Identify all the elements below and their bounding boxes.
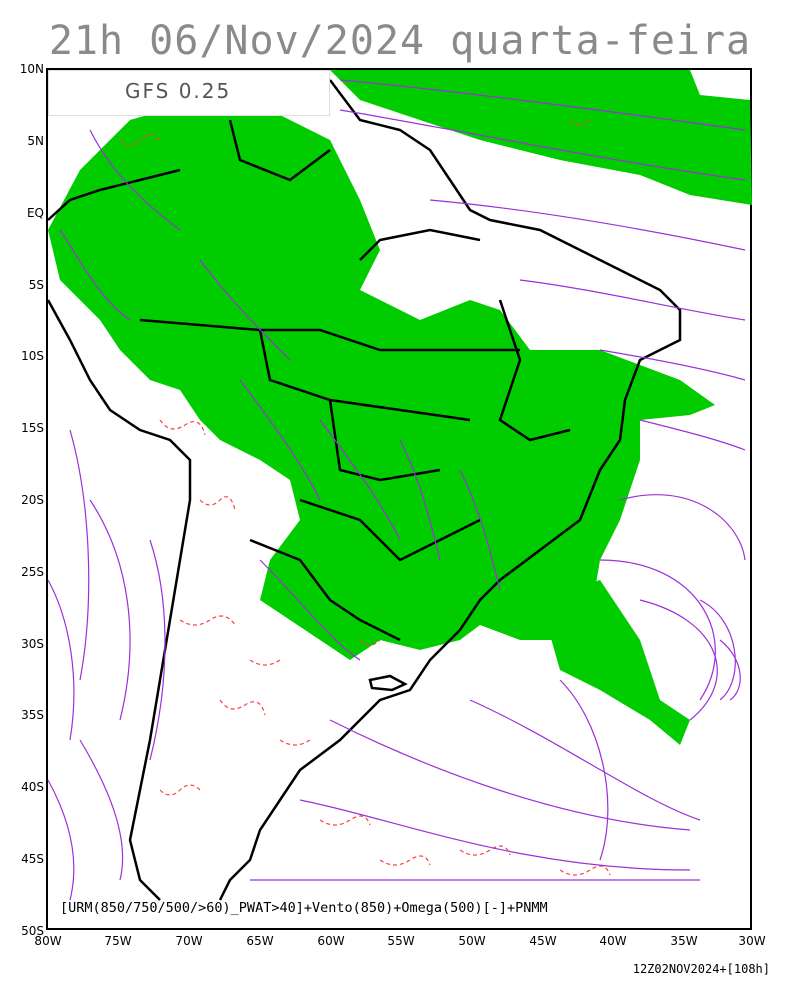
lat-label: 5S	[28, 278, 44, 292]
lat-label: 30S	[21, 637, 44, 651]
lon-label: 35W	[670, 934, 698, 948]
lat-label: 10S	[21, 349, 44, 363]
lat-label: 50S	[21, 924, 44, 938]
omega-contours	[119, 119, 611, 876]
model-label: GFS 0.25	[125, 79, 232, 103]
lon-label: 45W	[529, 934, 557, 948]
lat-label: 10N	[19, 62, 44, 76]
lon-label: 40W	[599, 934, 627, 948]
lat-label: 45S	[21, 852, 44, 866]
model-label-box	[48, 70, 330, 116]
lat-label: 35S	[21, 708, 44, 722]
lon-label: 75W	[104, 934, 132, 948]
lon-label: 55W	[387, 934, 415, 948]
lat-label: 5N	[27, 134, 44, 148]
lat-label: 15S	[21, 421, 44, 435]
lat-label: 25S	[21, 565, 44, 579]
humidity-fill-regions	[48, 70, 752, 745]
lon-label: 60W	[317, 934, 345, 948]
coastlines	[46, 79, 682, 901]
wind-streamlines	[47, 79, 746, 901]
run-info: 12Z02NOV2024+[108h]	[632, 962, 770, 976]
lat-label: EQ	[26, 206, 44, 220]
lon-label: 30W	[738, 934, 766, 948]
legend-text: [URM(850/750/500/>60)_PWAT>40]+Vento(850…	[60, 900, 548, 916]
lat-label: 20S	[21, 493, 44, 507]
lat-label: 40S	[21, 780, 44, 794]
lon-label: 80W	[34, 934, 62, 948]
lon-label: 70W	[175, 934, 203, 948]
lon-label: 65W	[246, 934, 274, 948]
map-title: 21h 06/Nov/2024 quarta-feira	[48, 18, 752, 64]
lon-label: 50W	[458, 934, 486, 948]
